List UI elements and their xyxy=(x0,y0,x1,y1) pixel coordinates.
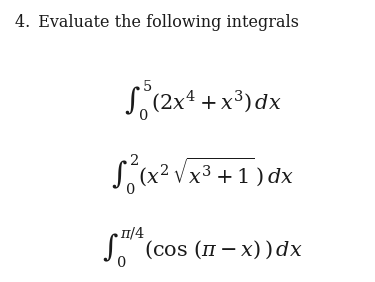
Text: 4. Evaluate the following integrals: 4. Evaluate the following integrals xyxy=(15,14,299,31)
Text: $\int_0^5(2x^4 + x^3)\,dx$: $\int_0^5(2x^4 + x^3)\,dx$ xyxy=(124,79,281,124)
Text: $\int_0^{\pi/4}(\cos\,(\pi - x)\,)\,dx$: $\int_0^{\pi/4}(\cos\,(\pi - x)\,)\,dx$ xyxy=(102,226,303,270)
Text: $\int_0^2(x^2\,\sqrt{x^3+1}\,)\,dx$: $\int_0^2(x^2\,\sqrt{x^3+1}\,)\,dx$ xyxy=(111,152,294,197)
